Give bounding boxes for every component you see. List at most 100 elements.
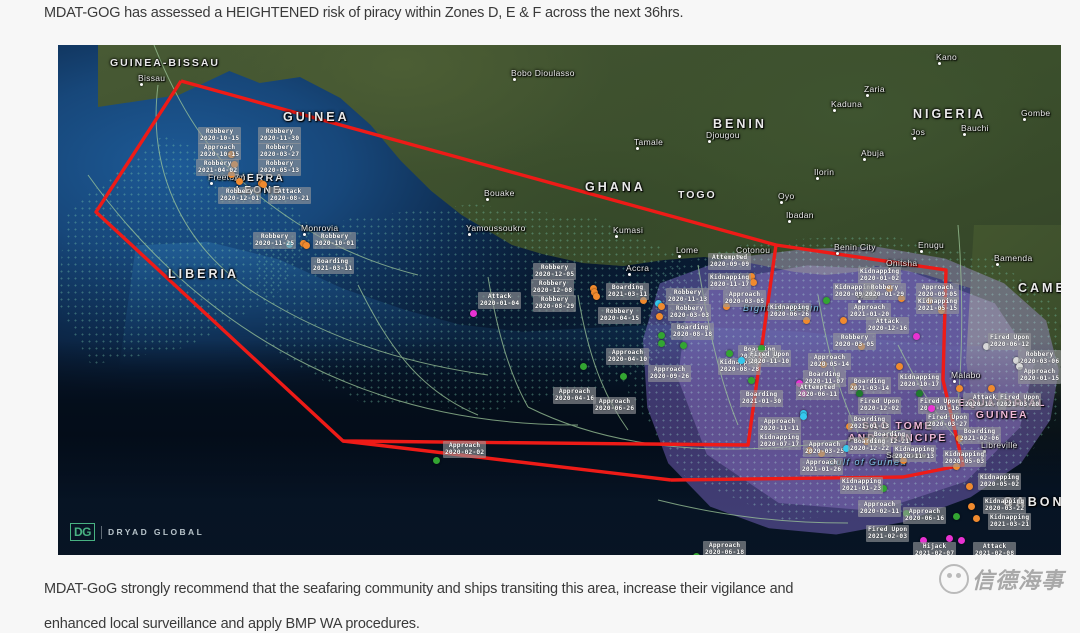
incident-marker-dot[interactable] <box>823 297 830 304</box>
incident-label[interactable]: Fired Upon 2020-12-02 <box>858 397 902 414</box>
incident-label[interactable]: Approach 2020-06-26 <box>593 397 637 414</box>
incident-label[interactable]: Kidnapping 2020-05-02 <box>978 473 1022 490</box>
incident-marker-dot[interactable] <box>580 363 587 370</box>
incident-marker-dot[interactable] <box>973 515 980 522</box>
incident-marker-dot[interactable] <box>1013 357 1020 364</box>
incident-marker-dot[interactable] <box>236 178 243 185</box>
incident-marker-dot[interactable] <box>750 279 757 286</box>
incident-marker-dot[interactable] <box>843 445 850 452</box>
incident-label[interactable]: Fired Upon 2020-06-12 <box>988 333 1032 350</box>
incident-marker-dot[interactable] <box>953 513 960 520</box>
incident-marker-dot[interactable] <box>433 457 440 464</box>
incident-marker-dot[interactable] <box>748 273 755 280</box>
incident-marker-dot[interactable] <box>856 390 863 397</box>
incident-marker-dot[interactable] <box>988 385 995 392</box>
incident-marker-dot[interactable] <box>758 345 765 352</box>
incident-marker-dot[interactable] <box>738 357 745 364</box>
incident-label[interactable]: Kidnapping 2020-11-13 <box>893 445 937 462</box>
incident-label[interactable]: Robbery 2021-04-02 <box>196 159 240 176</box>
incident-label[interactable]: Kidnapping 2021-01-23 <box>840 477 884 494</box>
incident-marker-dot[interactable] <box>958 537 965 544</box>
incident-marker-dot[interactable] <box>880 485 887 492</box>
incident-marker-dot[interactable] <box>966 483 973 490</box>
incident-label[interactable]: Robbery 2020-08-29 <box>533 295 577 312</box>
incident-label[interactable]: Kidnapping 2020-01-02 <box>858 267 902 284</box>
incident-label[interactable]: Approach 2020-11-11 <box>758 417 802 434</box>
incident-label[interactable]: Fired Upon 2021-03-20 <box>998 393 1042 410</box>
incident-label[interactable]: Approach 2020-04-10 <box>606 348 650 365</box>
incident-marker-dot[interactable] <box>916 390 923 397</box>
incident-label[interactable]: Robbery 2020-12-01 <box>218 187 262 204</box>
incident-marker-dot[interactable] <box>896 363 903 370</box>
incident-label[interactable]: Robbery 2020-05-13 <box>258 159 302 176</box>
incident-label[interactable]: Fired Upon 2020-11-10 <box>748 350 792 367</box>
incident-marker-dot[interactable] <box>680 342 687 349</box>
incident-marker-dot[interactable] <box>726 350 733 357</box>
incident-marker-dot[interactable] <box>658 303 665 310</box>
incident-label[interactable]: Robbery 2020-12-08 <box>531 279 575 296</box>
incident-marker-dot[interactable] <box>800 413 807 420</box>
incident-label[interactable]: Boarding 2021-03-11 <box>606 283 650 300</box>
incident-label[interactable]: Approach 2021-01-20 <box>848 303 892 320</box>
incident-marker-dot[interactable] <box>470 310 477 317</box>
incident-marker-dot[interactable] <box>983 343 990 350</box>
incident-label[interactable]: Kidnapping 2021-05-15 <box>916 297 960 314</box>
incident-label[interactable]: Approach 2021-01-26 <box>800 458 844 475</box>
incident-marker-dot[interactable] <box>620 373 627 380</box>
incident-label[interactable]: Boarding 2021-02-06 <box>958 427 1002 444</box>
incident-label[interactable]: Kidnapping 2020-06-26 <box>768 303 812 320</box>
incident-label[interactable]: Kidnapping 2020-03-22 <box>983 497 1027 514</box>
incident-label[interactable]: Approach 2020-04-16 <box>553 387 597 404</box>
incident-marker-dot[interactable] <box>956 385 963 392</box>
incident-label[interactable]: Fired Upon 2021-02-03 <box>866 525 910 542</box>
incident-label[interactable]: Robbery 2020-03-05 <box>833 333 877 350</box>
incident-label[interactable]: Attack 2020-08-21 <box>268 187 312 204</box>
incident-label[interactable]: Kidnapping 2021-03-21 <box>988 513 1032 530</box>
incident-label[interactable]: Approach 2020-06-18 <box>703 541 747 555</box>
incident-label[interactable]: Approach 2020-03-25 <box>803 440 847 457</box>
incident-marker-dot[interactable] <box>1016 363 1023 370</box>
incident-marker-dot[interactable] <box>658 340 665 347</box>
incident-label[interactable]: Attack 2020-01-04 <box>478 292 522 309</box>
incident-label[interactable]: Boarding 2021-01-30 <box>740 390 784 407</box>
incident-label[interactable]: Attack 2021-02-08 <box>973 542 1017 555</box>
incident-label[interactable]: Kidnapping 2020-11-17 <box>708 273 752 290</box>
incident-label[interactable]: Approach 2020-06-16 <box>903 507 947 524</box>
incident-marker-dot[interactable] <box>260 181 267 188</box>
incident-marker-dot[interactable] <box>946 535 953 542</box>
incident-label[interactable]: Kidnapping 2020-05-03 <box>943 450 987 467</box>
incident-label[interactable]: Robbery 2020-03-06 <box>1018 350 1061 367</box>
incident-label[interactable]: Robbery 2020-11-25 <box>253 232 297 249</box>
incident-marker-dot[interactable] <box>593 293 600 300</box>
incident-label[interactable]: Attempted 2020-09-09 <box>708 253 752 270</box>
incident-label[interactable]: Robbery 2020-10-15 <box>198 127 242 144</box>
incident-label[interactable]: Boarding 2020-11-07 <box>803 370 847 387</box>
incident-label[interactable]: Boarding 2020-12-22 <box>848 437 892 454</box>
incident-label[interactable]: Approach 2020-03-05 <box>723 290 767 307</box>
incident-label[interactable]: Boarding 2021-01-13 <box>848 415 892 432</box>
incident-label[interactable]: Approach 2020-01-15 <box>1018 367 1061 384</box>
incident-label[interactable]: Approach 2020-09-26 <box>648 365 692 382</box>
incident-label[interactable]: Approach 2020-09-05 <box>916 283 960 300</box>
incident-marker-dot[interactable] <box>840 317 847 324</box>
incident-marker-dot[interactable] <box>590 285 597 292</box>
incident-marker-dot[interactable] <box>658 332 665 339</box>
incident-label[interactable]: Boarding 2021-03-11 <box>311 257 355 274</box>
incident-label[interactable]: Approach 2020-10-15 <box>198 143 242 160</box>
incident-marker-dot[interactable] <box>693 553 700 555</box>
incident-label[interactable]: Fired Upon 2020-03-27 <box>926 413 970 430</box>
incident-marker-dot[interactable] <box>928 405 935 412</box>
incident-label[interactable]: Attack 2020-12-01 <box>963 393 1007 410</box>
incident-marker-dot[interactable] <box>591 289 598 296</box>
incident-label[interactable]: Hijack 2021-02-07 <box>913 542 957 555</box>
incident-label[interactable]: Fired Upon 2020-01-16 <box>918 397 962 414</box>
incident-label[interactable]: Approach 2020-02-11 <box>858 500 902 517</box>
incident-label[interactable]: Approach 2020-05-14 <box>808 353 852 370</box>
incident-marker-dot[interactable] <box>913 333 920 340</box>
incident-label[interactable]: Robbery 2020-03-27 <box>258 143 302 160</box>
incident-label[interactable]: Robbery 2020-03-03 <box>668 304 712 321</box>
incident-marker-dot[interactable] <box>748 377 755 384</box>
incident-label[interactable]: Robbery 2020-01-29 <box>863 283 907 300</box>
incident-label[interactable]: Robbery 2020-11-30 <box>258 127 302 144</box>
incident-label[interactable]: Robbery 2020-11-13 <box>666 288 710 305</box>
